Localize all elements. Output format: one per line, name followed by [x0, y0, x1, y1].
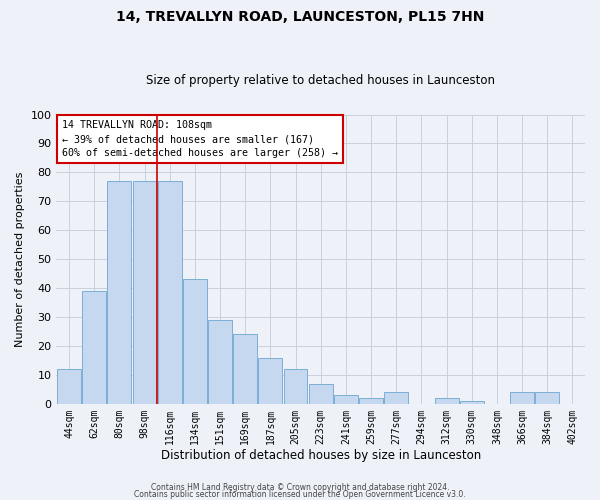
- Text: Contains public sector information licensed under the Open Government Licence v3: Contains public sector information licen…: [134, 490, 466, 499]
- Y-axis label: Number of detached properties: Number of detached properties: [15, 172, 25, 347]
- Bar: [57, 369, 81, 404]
- Bar: [510, 392, 534, 404]
- Bar: [309, 384, 332, 404]
- Bar: [133, 181, 157, 404]
- Bar: [208, 320, 232, 404]
- X-axis label: Distribution of detached houses by size in Launceston: Distribution of detached houses by size …: [161, 450, 481, 462]
- Text: Contains HM Land Registry data © Crown copyright and database right 2024.: Contains HM Land Registry data © Crown c…: [151, 484, 449, 492]
- Bar: [359, 398, 383, 404]
- Bar: [535, 392, 559, 404]
- Bar: [434, 398, 458, 404]
- Title: Size of property relative to detached houses in Launceston: Size of property relative to detached ho…: [146, 74, 495, 87]
- Bar: [284, 369, 307, 404]
- Text: 14, TREVALLYN ROAD, LAUNCESTON, PL15 7HN: 14, TREVALLYN ROAD, LAUNCESTON, PL15 7HN: [116, 10, 484, 24]
- Bar: [460, 401, 484, 404]
- Bar: [334, 395, 358, 404]
- Bar: [107, 181, 131, 404]
- Bar: [259, 358, 283, 404]
- Bar: [183, 280, 207, 404]
- Bar: [233, 334, 257, 404]
- Text: 14 TREVALLYN ROAD: 108sqm
← 39% of detached houses are smaller (167)
60% of semi: 14 TREVALLYN ROAD: 108sqm ← 39% of detac…: [62, 120, 338, 158]
- Bar: [384, 392, 408, 404]
- Bar: [82, 291, 106, 404]
- Bar: [158, 181, 182, 404]
